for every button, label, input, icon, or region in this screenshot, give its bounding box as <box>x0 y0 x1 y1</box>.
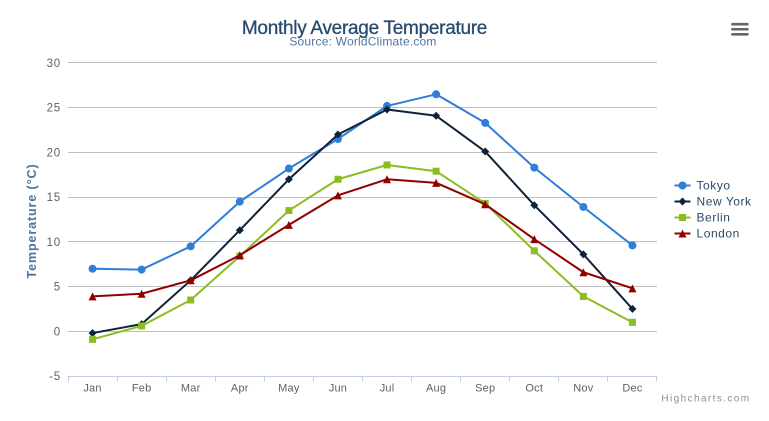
svg-text:25: 25 <box>47 103 61 115</box>
svg-text:Sep: Sep <box>475 383 495 395</box>
svg-text:5: 5 <box>54 282 61 294</box>
svg-text:Feb: Feb <box>132 383 152 395</box>
svg-text:10: 10 <box>47 237 61 249</box>
svg-text:Aug: Aug <box>426 383 446 395</box>
svg-text:London: London <box>697 227 740 241</box>
svg-text:New York: New York <box>697 195 753 209</box>
svg-text:Nov: Nov <box>573 383 593 395</box>
svg-text:Source: WorldClimate.com: Source: WorldClimate.com <box>289 35 436 49</box>
svg-text:Jan: Jan <box>83 383 101 395</box>
svg-text:Highcharts.com: Highcharts.com <box>661 393 750 404</box>
svg-text:Mar: Mar <box>181 383 201 395</box>
svg-text:May: May <box>278 383 300 395</box>
svg-text:Temperature (°C): Temperature (°C) <box>25 163 39 278</box>
svg-text:-5: -5 <box>49 371 61 383</box>
svg-text:15: 15 <box>47 192 61 204</box>
svg-text:Tokyo: Tokyo <box>697 179 731 193</box>
svg-text:Oct: Oct <box>525 383 543 395</box>
svg-text:30: 30 <box>47 58 61 70</box>
svg-text:0: 0 <box>54 326 61 338</box>
svg-text:Apr: Apr <box>231 383 249 395</box>
svg-text:Dec: Dec <box>622 383 642 395</box>
svg-text:Jun: Jun <box>329 383 347 395</box>
svg-text:Berlin: Berlin <box>697 211 731 225</box>
svg-text:20: 20 <box>47 147 61 159</box>
svg-text:Jul: Jul <box>380 383 395 395</box>
svg-text:Monthly Average Temperature: Monthly Average Temperature <box>242 18 487 39</box>
